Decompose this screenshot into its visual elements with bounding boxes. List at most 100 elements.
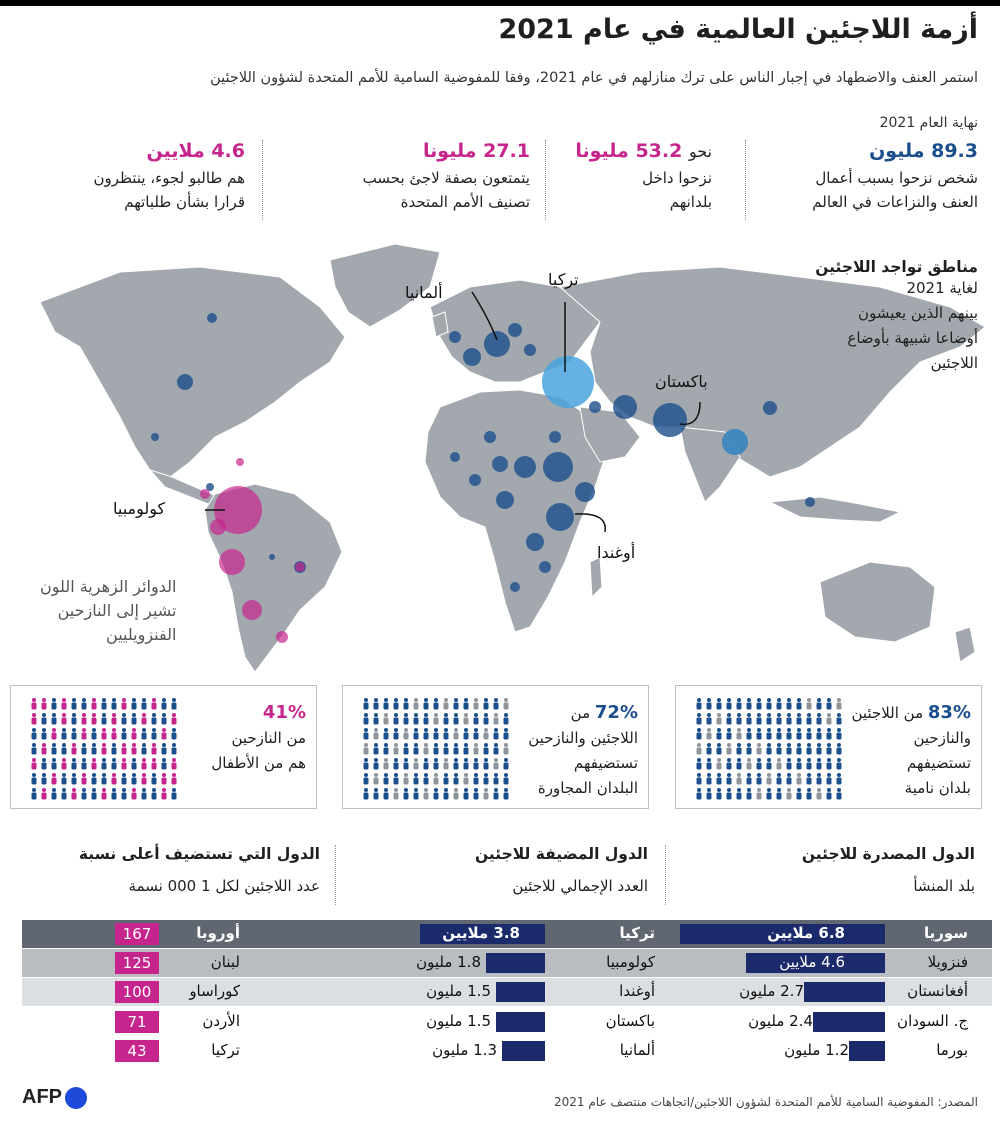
person-icon: [766, 788, 772, 800]
person-icon: [31, 698, 37, 710]
stat-refugees: 27.1 مليونا يتمتعون بصفة لاجئ بحسب تصنيف …: [363, 140, 530, 214]
person-icon: [121, 728, 127, 740]
stat-desc-line2: قرارا بشأن طلباتهم: [124, 193, 245, 211]
stat-internal-displaced: نحو 53.2 مليونا نزحوا داخل بلدانهم: [575, 140, 712, 214]
rate-value-badge: 167: [115, 923, 159, 945]
person-icon: [171, 713, 177, 725]
host-country-name: باكستان: [605, 1012, 655, 1030]
stat-value: 4.6 ملايين: [93, 140, 245, 162]
map-label-turkey: تركيا: [548, 270, 579, 289]
stat-desc-line2: العنف والنزاعات في العالم: [812, 193, 978, 211]
panel-line-4: البلدان المجاورة: [537, 779, 638, 797]
person-icon: [81, 758, 87, 770]
person-icon: [393, 728, 399, 740]
person-icon: [826, 788, 832, 800]
panel-line-3: تستضيفهم: [573, 754, 638, 772]
person-icon: [756, 758, 762, 770]
refugee-circle: [469, 474, 481, 486]
person-icon: [363, 788, 369, 800]
person-icon: [393, 758, 399, 770]
host-country-value: 1.3 مليون: [432, 1041, 497, 1059]
person-icon: [383, 788, 389, 800]
person-icon: [746, 773, 752, 785]
stat-desc: شخص نزحوا بسبب أعمال العنف والنزاعات في ا…: [812, 166, 978, 214]
stat-desc: يتمتعون بصفة لاجئ بحسب تصنيف الأمم المتحد…: [363, 166, 530, 214]
person-icon: [796, 788, 802, 800]
host-country-value: 1.5 مليون: [426, 982, 491, 1000]
page-subtitle: استمر العنف والاضطهاد في إجبار الناس على…: [210, 70, 978, 86]
panel-line-2: من النازحين: [231, 729, 306, 747]
person-icon: [473, 788, 479, 800]
person-icon: [746, 728, 752, 740]
person-icon: [736, 788, 742, 800]
person-icon: [363, 758, 369, 770]
refugee-circle: [524, 344, 536, 356]
person-icon: [776, 713, 782, 725]
person-icon: [41, 758, 47, 770]
landmass-north-america: [39, 266, 346, 478]
person-icon: [796, 728, 802, 740]
refugee-circle: [539, 561, 551, 573]
host-country-bar: [486, 953, 545, 973]
person-icon: [726, 773, 732, 785]
person-icon: [51, 758, 57, 770]
stat-desc: نزحوا داخل بلدانهم: [575, 166, 712, 214]
landmass-madagascar: [589, 556, 603, 599]
person-icon: [776, 788, 782, 800]
person-icon: [61, 728, 67, 740]
map-note-line: الفنزويليين: [106, 625, 177, 644]
person-icon: [31, 788, 37, 800]
person-icon: [696, 698, 702, 710]
person-icon: [41, 773, 47, 785]
person-icon: [383, 758, 389, 770]
person-icon: [171, 698, 177, 710]
person-icon: [121, 713, 127, 725]
person-icon: [736, 713, 742, 725]
person-icon: [41, 698, 47, 710]
person-icon: [826, 743, 832, 755]
person-icon: [81, 713, 87, 725]
person-icon: [71, 698, 77, 710]
landmass-new-zealand: [954, 626, 976, 663]
person-icon: [413, 713, 419, 725]
person-icon: [736, 743, 742, 755]
stat-value-text: 89.3 مليون: [869, 140, 978, 162]
panel-line-3: تستضيفهم: [906, 754, 971, 772]
map-legend: مناطق تواجد اللاجئين لغاية 2021 بينهم ال…: [815, 258, 978, 376]
person-icon: [111, 743, 117, 755]
person-icon: [141, 743, 147, 755]
person-icon: [81, 743, 87, 755]
person-icon: [433, 788, 439, 800]
person-icon: [81, 728, 87, 740]
person-icon: [736, 758, 742, 770]
person-icon: [101, 728, 107, 740]
person-icon: [111, 773, 117, 785]
person-icon: [493, 743, 499, 755]
person-icon: [41, 743, 47, 755]
stat-value-text: 53.2 مليونا: [575, 140, 683, 162]
person-icon: [786, 788, 792, 800]
person-icon: [453, 743, 459, 755]
person-icon: [151, 713, 157, 725]
refugee-circle: [151, 433, 159, 441]
source-country-bar: [813, 1012, 885, 1032]
person-icon: [151, 728, 157, 740]
person-icon: [776, 758, 782, 770]
person-icon: [746, 698, 752, 710]
person-icon: [493, 773, 499, 785]
person-icon: [766, 698, 772, 710]
person-icon: [443, 773, 449, 785]
person-icon: [706, 788, 712, 800]
person-icon: [91, 773, 97, 785]
person-icon: [51, 698, 57, 710]
person-icon: [453, 728, 459, 740]
person-icon: [766, 758, 772, 770]
source-country-name: سوريا: [923, 924, 968, 942]
person-icon: [453, 713, 459, 725]
person-icon: [473, 713, 479, 725]
person-icon: [806, 713, 812, 725]
person-icon: [393, 698, 399, 710]
person-icon: [836, 773, 842, 785]
person-icon: [141, 758, 147, 770]
person-icon: [826, 713, 832, 725]
